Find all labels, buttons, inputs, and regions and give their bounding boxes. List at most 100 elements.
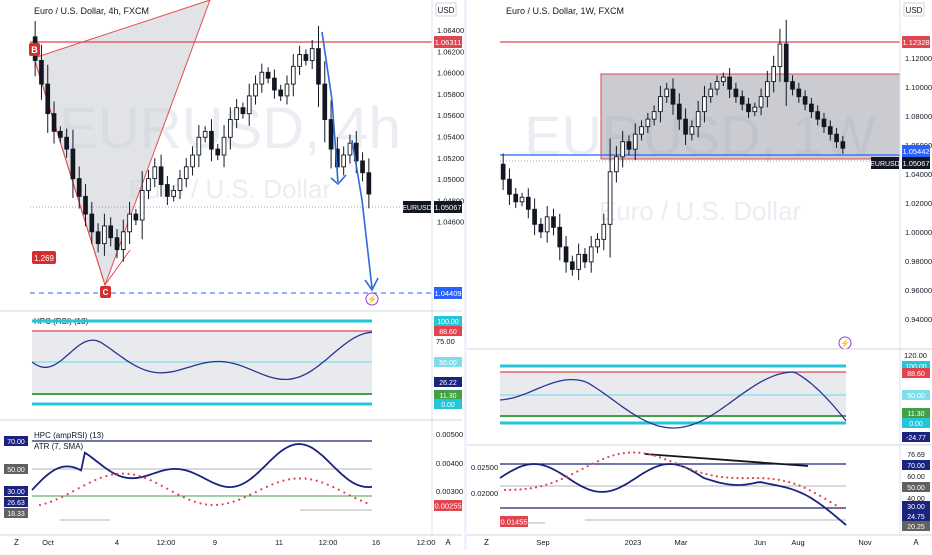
right-range-box [600,73,901,160]
candle-body [253,83,258,97]
atr-dot [232,500,235,503]
atr-dot [138,475,141,478]
candle-body [676,103,682,120]
atr-dot [99,476,102,479]
candle-body [139,190,145,221]
candle-body [102,225,107,245]
right-zoom-reset[interactable]: Z [484,538,489,547]
candle-body [165,184,170,197]
candle-body [746,103,751,113]
candle-body [639,126,644,135]
atr-dot [238,498,241,501]
candle-body [158,166,164,185]
left-auto-scale[interactable]: A [445,538,451,547]
right-top-value: 1.12328 [902,38,929,47]
atr-dot [824,497,827,501]
right-amprsi-right-badges: 76.69 70.00 60.00 50.00 40.0030.00 24.75 20.25 [902,449,930,531]
atr-dot [365,501,368,505]
svg-text:⚡: ⚡ [840,338,850,348]
candle-body [278,89,284,97]
candle-body [341,154,347,168]
right-atr-value: 0.01455 [500,518,527,527]
candle-body [588,246,594,263]
candle-body [783,43,789,83]
right-currency-box[interactable] [903,2,925,17]
candle-body [670,88,676,105]
atr-dot [596,460,600,463]
atr-dot [88,481,91,484]
candle-body [221,136,227,156]
candle-body [519,196,525,203]
left-zoom-reset[interactable]: Z [14,538,19,547]
atr-dot [77,487,80,490]
right-rsi-band [500,372,846,416]
indicator-level-badge [902,511,930,521]
atr-dot [658,456,662,459]
left-arrowhead-1 [330,174,347,186]
candle-body [76,178,82,197]
atr-dot [254,490,257,494]
candle-body [246,95,252,115]
time-tick-label: 9 [213,538,217,547]
candle-body [544,216,550,233]
atr-dot [182,496,185,499]
left-symbol-label: EURUSD [402,205,432,212]
left-currency-box[interactable] [435,2,457,17]
left-rsi-tick-75: 75.00 [436,337,455,346]
right-last-price-value: 1.05067 [902,159,929,168]
atr-dot [332,486,335,489]
indicator-level-badge [902,482,930,492]
indicator-level-badge [434,377,462,387]
atr-dot [155,481,158,485]
price-tick-label: 1.04600 [437,218,464,227]
price-tick-label: 1.05800 [437,90,464,99]
right-time-ticks: Sep 2023 Mar Jun Aug Nov [536,538,872,547]
time-tick-label: 4 [115,538,119,547]
time-tick-label: 16 [372,538,380,547]
candle-body [366,172,372,195]
right-chart-panel[interactable]: EURUSD, 1W Euro / U.S. Dollar Euro / U.S… [467,0,932,547]
atr-dot [221,503,224,506]
atr-dot [803,486,806,489]
atr-dot [72,490,75,493]
atr-dot [293,477,296,480]
atr-dot [798,484,801,487]
price-tick-label: 1.04800 [437,196,464,205]
atr-dot [653,454,656,457]
atr-dot [674,462,677,465]
time-tick-label: 12:00 [417,538,436,547]
atr-dot [751,476,755,480]
atr-dot [188,498,191,501]
panel-divider[interactable] [464,0,467,550]
candle-body [114,237,120,250]
left-target-badge [434,287,462,299]
indicator-level-badge [902,408,930,418]
atr-dot [788,481,791,484]
right-mid-value: 1.05442 [902,147,929,156]
time-tick-label: 11 [275,538,283,547]
right-top-badge [902,36,930,48]
candle-body [595,238,600,248]
atr-dot [700,471,703,474]
atr-dot [66,493,69,496]
candle-body [821,118,827,128]
indicator-level-value: 18.33 [7,511,25,518]
atr-dot [514,488,517,491]
candle-body [196,136,202,156]
indicator-level-value: 30.00 [7,489,25,496]
candle-body [89,213,95,233]
price-tick-label: 1.08000 [905,112,932,121]
left-resistance-badge [434,36,462,48]
candle-body [70,148,76,180]
indicator-level-badge [4,486,28,496]
left-flash-icon[interactable] [365,292,379,306]
candle-body [190,154,195,168]
atr-dot [715,475,718,478]
left-chart-panel[interactable]: EURUSD, 4h Euro / U.S. Dollar Euro / U.S… [0,0,464,547]
candle-body [651,111,657,120]
indicator-level-badge [902,471,930,481]
right-rsi-line [499,371,847,429]
right-auto-scale[interactable]: A [913,538,919,547]
atr-dot [622,452,625,455]
atr-dot [565,475,569,478]
